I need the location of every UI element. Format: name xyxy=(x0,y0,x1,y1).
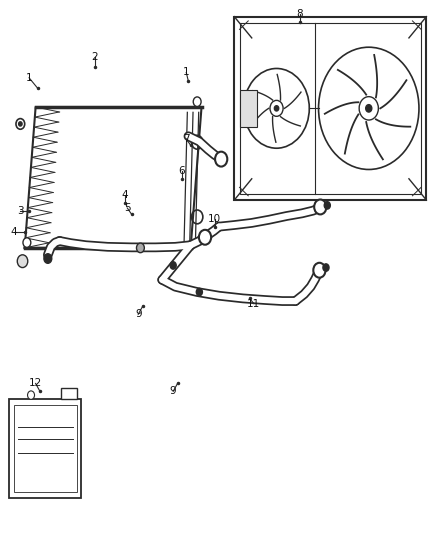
Circle shape xyxy=(314,199,326,214)
Circle shape xyxy=(28,391,35,399)
Text: 4: 4 xyxy=(11,227,17,237)
Circle shape xyxy=(359,96,378,120)
Text: 10: 10 xyxy=(208,214,221,224)
Circle shape xyxy=(137,243,145,253)
Bar xyxy=(14,405,77,492)
Text: 2: 2 xyxy=(91,52,98,61)
Circle shape xyxy=(16,119,25,129)
Text: 12: 12 xyxy=(29,378,42,389)
Circle shape xyxy=(313,263,325,278)
Text: 9: 9 xyxy=(170,386,177,397)
Bar xyxy=(240,23,421,193)
Circle shape xyxy=(270,100,283,116)
Circle shape xyxy=(244,68,309,148)
Polygon shape xyxy=(25,107,201,248)
Circle shape xyxy=(199,230,211,245)
Text: 8: 8 xyxy=(297,9,303,19)
Circle shape xyxy=(318,47,419,169)
Circle shape xyxy=(324,201,330,209)
Circle shape xyxy=(18,122,22,126)
Text: 6: 6 xyxy=(179,166,185,176)
Circle shape xyxy=(17,255,28,268)
Text: 11: 11 xyxy=(247,298,261,309)
Circle shape xyxy=(44,254,52,263)
Circle shape xyxy=(193,97,201,107)
Text: 4: 4 xyxy=(122,190,128,200)
Circle shape xyxy=(274,106,279,111)
Circle shape xyxy=(196,288,202,296)
Text: 5: 5 xyxy=(124,203,131,213)
Text: 9: 9 xyxy=(135,309,141,319)
Bar xyxy=(234,17,426,200)
Bar xyxy=(61,387,77,399)
Circle shape xyxy=(366,104,372,112)
Circle shape xyxy=(170,262,176,269)
Circle shape xyxy=(323,264,329,271)
Text: 1: 1 xyxy=(183,68,190,77)
Bar xyxy=(10,399,81,498)
Text: 3: 3 xyxy=(17,206,24,216)
Text: 1: 1 xyxy=(26,73,32,83)
Circle shape xyxy=(215,152,227,166)
Circle shape xyxy=(23,238,31,247)
Text: 7: 7 xyxy=(183,134,190,144)
Bar xyxy=(240,90,257,127)
